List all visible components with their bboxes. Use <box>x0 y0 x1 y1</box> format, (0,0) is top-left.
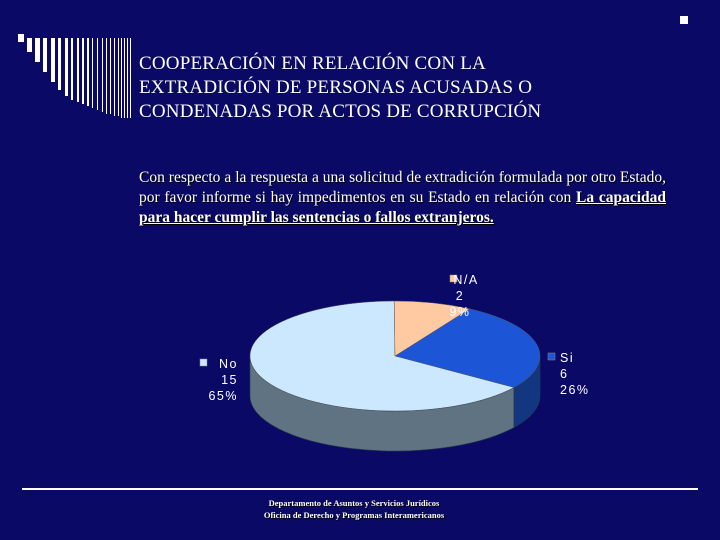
decorative-bars <box>18 16 688 118</box>
slide-title: COOPERACIÓN EN RELACIÓN CON LA EXTRADICI… <box>139 52 699 124</box>
slice-percent: 65% <box>208 389 238 403</box>
pie-chart: Si 6 26% No 15 65% N/A 2 9% <box>199 273 590 452</box>
slice-percent: 26% <box>560 383 590 397</box>
slice-name: N/A <box>453 273 478 287</box>
title-line-2: EXTRADICIÓN DE PERSONAS ACUSADAS O <box>139 77 533 98</box>
pie-label-no: No 15 65% <box>199 357 238 403</box>
footer-divider <box>22 488 698 490</box>
pie-slice-si <box>394 308 541 388</box>
footer-line-1: Departamento de Asuntos y Servicios Jurí… <box>268 498 440 508</box>
title-line-1: COOPERACIÓN EN RELACIÓN CON LA <box>139 53 486 74</box>
pie-slice-na <box>393 300 471 357</box>
question-text: Con respecto a la respuesta a una solici… <box>139 168 666 228</box>
slice-count: 15 <box>221 373 238 387</box>
slice-percent: 9% <box>449 305 470 319</box>
legend-swatch <box>449 274 458 283</box>
legend-swatch <box>199 358 208 367</box>
question-body: Con respecto a la respuesta a una solici… <box>139 169 666 206</box>
legend-swatch <box>547 352 556 361</box>
footer: Departamento de Asuntos y Servicios Jurí… <box>0 497 714 521</box>
slice-count: 6 <box>560 367 568 381</box>
pie-label-si: Si 6 26% <box>547 351 590 397</box>
title-line-3: CONDENADAS POR ACTOS DE CORRUPCIÓN <box>139 101 542 122</box>
question-emphasis: La capacidad para hacer cumplir las sent… <box>139 189 666 226</box>
pie-slice-no <box>249 300 515 412</box>
pie-label-na: N/A 2 9% <box>449 273 478 319</box>
slice-name: Si <box>560 351 574 365</box>
slice-count: 2 <box>456 289 464 303</box>
slice-name: No <box>219 357 238 371</box>
footer-line-2: Oficina de Derecho y Programas Interamer… <box>263 510 445 520</box>
